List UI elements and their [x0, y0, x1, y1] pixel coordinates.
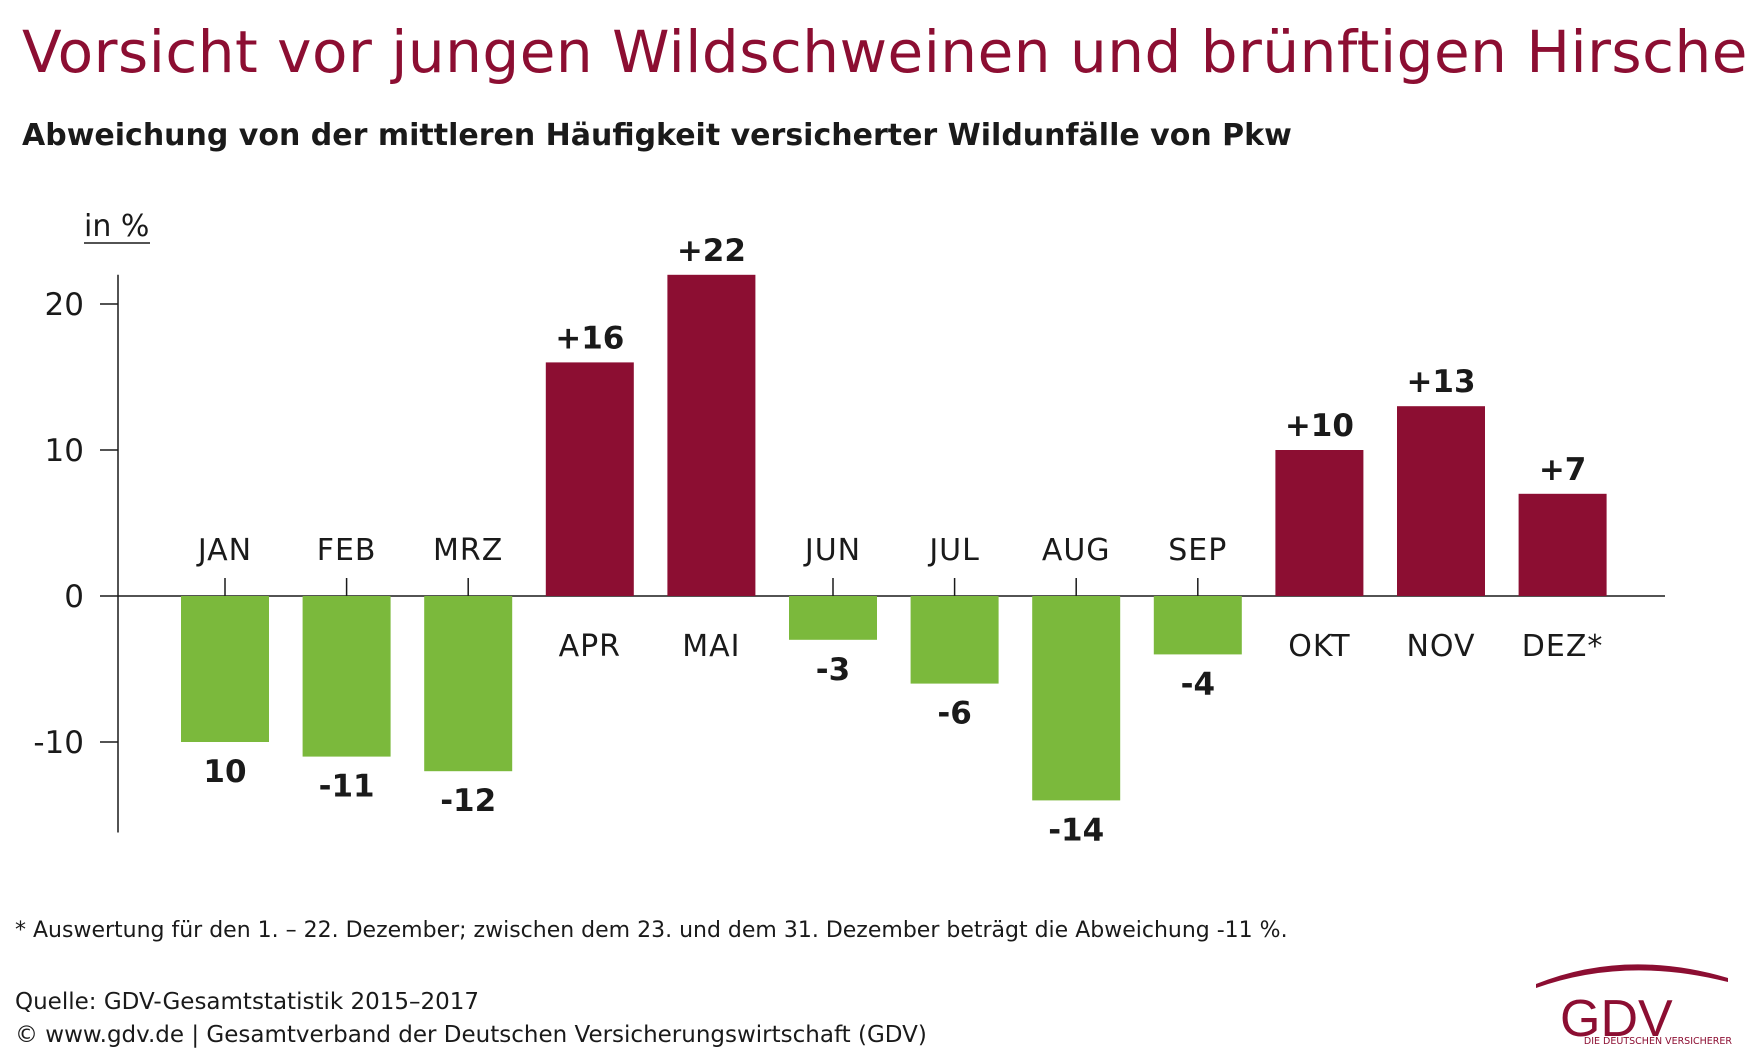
category-label: APR [559, 629, 621, 664]
logo-swoosh [1536, 964, 1728, 988]
chart-title: Vorsicht vor jungen Wildschweinen und br… [22, 18, 1751, 86]
category-label: JUN [803, 533, 861, 568]
value-label: +7 [1539, 452, 1587, 488]
bar-feb [302, 596, 391, 757]
category-label: MAI [682, 629, 740, 664]
value-label: -3 [816, 652, 850, 688]
copyright-line: © www.gdv.de | Gesamtverband der Deutsch… [15, 1022, 927, 1048]
category-label: NOV [1406, 629, 1475, 664]
footnote: * Auswertung für den 1. – 22. Dezember; … [15, 918, 1288, 943]
y-tick-label: -10 [33, 725, 84, 761]
chart-subtitle: Abweichung von der mittleren Häufigkeit … [22, 118, 1292, 153]
category-label: FEB [317, 533, 377, 568]
y-tick-label: 0 [64, 579, 84, 615]
source-line: Quelle: GDV-Gesamtstatistik 2015–2017 [15, 989, 480, 1015]
bar-jan [181, 596, 269, 742]
value-label: -6 [937, 696, 971, 732]
value-label: +16 [555, 320, 624, 356]
bar-jun [789, 596, 877, 640]
category-label: MRZ [433, 533, 503, 568]
label-layer: JAN 10 FEB -11 MRZ -12 APR +16 MAI +22 JUN -3 JUL -6 A… [196, 233, 1604, 849]
y-tick-label: 10 [45, 433, 84, 469]
bar-mai [667, 274, 756, 596]
value-label: -12 [440, 783, 496, 819]
category-label: OKT [1288, 629, 1350, 664]
y-axis-unit-label: in % [84, 209, 149, 244]
bar-sep [1153, 596, 1242, 655]
source-block: Quelle: GDV-Gesamtstatistik 2015–2017 © … [15, 986, 927, 1052]
bar-aug [1032, 596, 1121, 801]
bar-layer [181, 274, 1607, 801]
bar-apr [545, 362, 634, 596]
value-label: -4 [1181, 666, 1215, 702]
bar-mrz [424, 596, 513, 772]
logo-tagline: DIE DEUTSCHEN VERSICHERER [1584, 1036, 1732, 1047]
category-label: DEZ* [1522, 629, 1604, 664]
value-label: +10 [1285, 408, 1354, 444]
value-label: -11 [319, 769, 375, 805]
category-label: JUL [927, 533, 980, 568]
bar-nov [1397, 406, 1485, 596]
bar-okt [1275, 450, 1364, 596]
category-label: AUG [1042, 533, 1111, 568]
bar-dez [1518, 493, 1607, 596]
value-label: +22 [677, 233, 746, 269]
value-label: +13 [1406, 364, 1475, 400]
bar-chart: in % -10 0 10 20 JAN 10 FEB -11 MRZ -12 APR +16 MAI +… [33, 209, 1665, 849]
y-tick-label: 20 [45, 287, 84, 323]
gdv-logo: GDV DIE DEUTSCHEN VERSICHERER [1536, 964, 1732, 1047]
category-label: JAN [196, 533, 252, 568]
value-label: -14 [1048, 812, 1104, 848]
logo-wordmark: GDV [1560, 990, 1673, 1047]
category-label: SEP [1168, 533, 1227, 568]
value-label: 10 [203, 754, 246, 790]
bar-jul [910, 596, 999, 684]
